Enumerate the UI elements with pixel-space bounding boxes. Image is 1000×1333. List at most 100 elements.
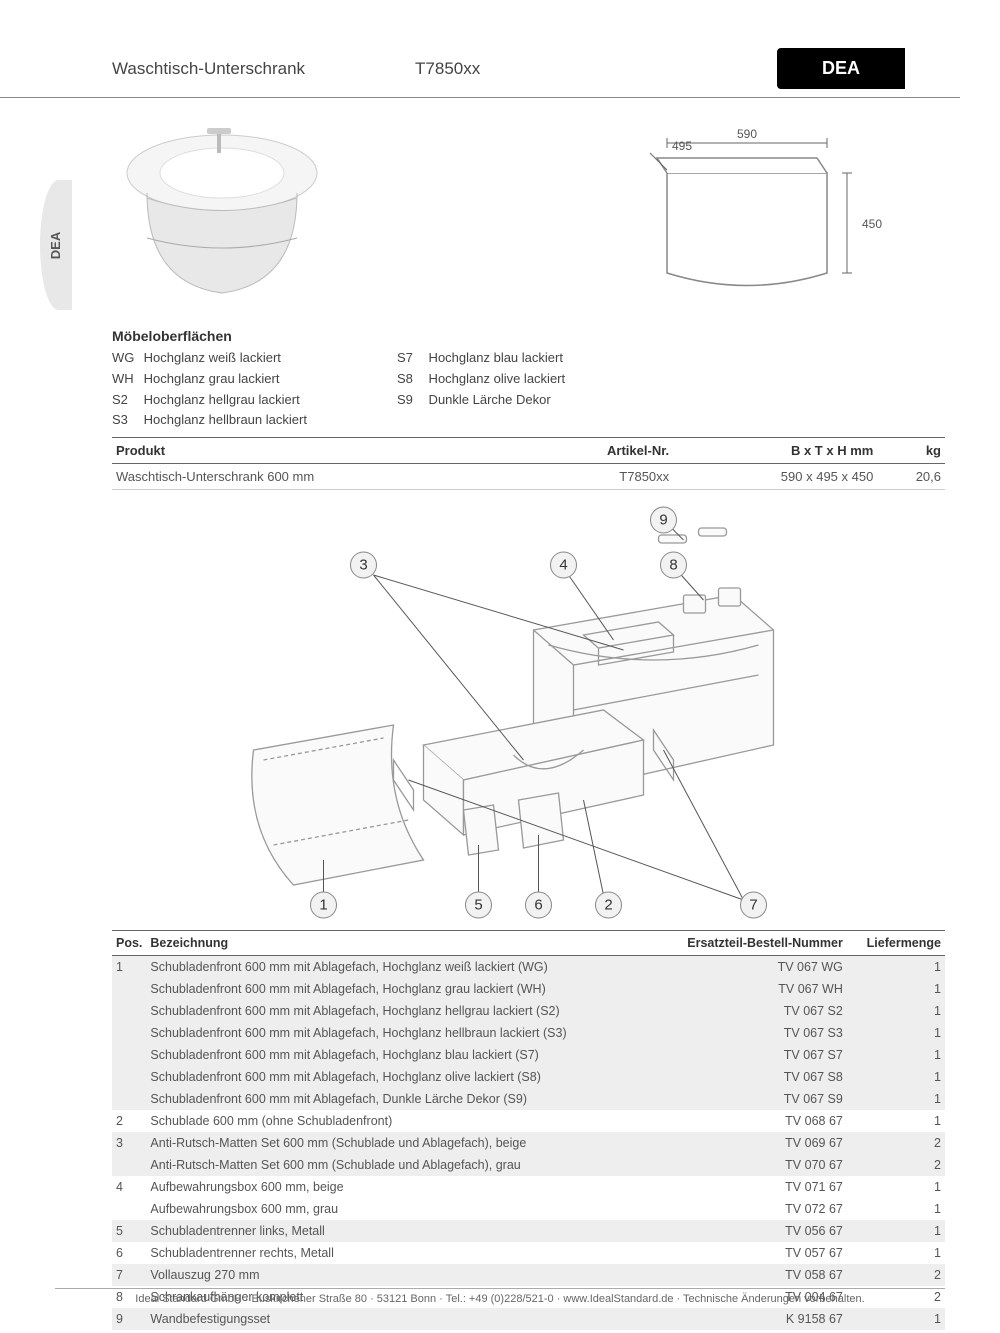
cell-nr: TV 056 67 <box>652 1220 847 1242</box>
cell-pos: 6 <box>112 1242 146 1264</box>
cell-pos <box>112 1022 146 1044</box>
cell-bez: Anti-Rutsch-Matten Set 600 mm (Schublade… <box>146 1154 652 1176</box>
cell-dims: 590 x 495 x 450 <box>673 464 877 490</box>
cell-nr: TV 070 67 <box>652 1154 847 1176</box>
col-bez: Bezeichnung <box>146 931 652 956</box>
table-row: 6Schubladentrenner rechts, MetallTV 057 … <box>112 1242 945 1264</box>
parts-table: Pos. Bezeichnung Ersatzteil-Bestell-Numm… <box>0 930 1000 1330</box>
dim-depth: 495 <box>672 139 692 153</box>
table-row: Schubladenfront 600 mm mit Ablagefach, H… <box>112 978 945 1000</box>
table-row: Schubladenfront 600 mm mit Ablagefach, H… <box>112 1066 945 1088</box>
cell-pos: 4 <box>112 1176 146 1198</box>
table-row: 9WandbefestigungssetK 9158 671 <box>112 1308 945 1330</box>
page-title: Waschtisch-Unterschrank <box>112 59 305 79</box>
cell-pos <box>112 1044 146 1066</box>
table-row: Schubladenfront 600 mm mit Ablagefach, H… <box>112 1000 945 1022</box>
col-pos: Pos. <box>112 931 146 956</box>
surface-item: S9 Dunkle Lärche Dekor <box>397 390 565 411</box>
cell-menge: 1 <box>847 1022 945 1044</box>
cell-menge: 1 <box>847 1220 945 1242</box>
model-number: T7850xx <box>415 59 480 79</box>
surfaces-section: Möbeloberflächen WG Hochglanz weiß lacki… <box>0 328 1000 431</box>
cell-bez: Schublade 600 mm (ohne Schubladenfront) <box>146 1110 652 1132</box>
table-row: 5Schubladentrenner links, MetallTV 056 6… <box>112 1220 945 1242</box>
cell-nr: TV 067 WG <box>652 956 847 979</box>
callout-4: 4 <box>559 557 567 574</box>
callout-7: 7 <box>749 897 757 914</box>
table-row: Aufbewahrungsbox 600 mm, grauTV 072 671 <box>112 1198 945 1220</box>
cell-nr: TV 058 67 <box>652 1264 847 1286</box>
cell-pos <box>112 1000 146 1022</box>
cell-pos: 9 <box>112 1308 146 1330</box>
cell-menge: 2 <box>847 1132 945 1154</box>
cell-nr: TV 068 67 <box>652 1110 847 1132</box>
dim-height: 450 <box>862 217 882 231</box>
cell-pos: 1 <box>112 956 146 979</box>
cell-menge: 1 <box>847 1242 945 1264</box>
cell-nr: TV 067 WH <box>652 978 847 1000</box>
col-menge: Liefermenge <box>847 931 945 956</box>
cell-pos <box>112 1066 146 1088</box>
table-row: 4Aufbewahrungsbox 600 mm, beigeTV 071 67… <box>112 1176 945 1198</box>
cell-nr: TV 067 S3 <box>652 1022 847 1044</box>
surface-item: WG Hochglanz weiß lackiert <box>112 348 307 369</box>
cell-menge: 2 <box>847 1264 945 1286</box>
page-header: Waschtisch-Unterschrank T7850xx DEA <box>0 0 960 98</box>
cell-bez: Vollauszug 270 mm <box>146 1264 652 1286</box>
surface-item: S2 Hochglanz hellgrau lackiert <box>112 390 307 411</box>
callout-8: 8 <box>669 557 677 574</box>
cell-menge: 2 <box>847 1154 945 1176</box>
side-tab: DEA <box>40 180 72 310</box>
dim-width: 590 <box>737 127 757 141</box>
cell-menge: 1 <box>847 1066 945 1088</box>
callout-2: 2 <box>604 897 612 914</box>
cell-bez: Schubladenfront 600 mm mit Ablagefach, H… <box>146 1000 652 1022</box>
side-tab-label: DEA <box>48 231 63 258</box>
table-row: 2Schublade 600 mm (ohne Schubladenfront)… <box>112 1110 945 1132</box>
callout-1: 1 <box>319 897 327 914</box>
cell-menge: 1 <box>847 1308 945 1330</box>
table-row: Anti-Rutsch-Matten Set 600 mm (Schublade… <box>112 1154 945 1176</box>
surfaces-heading: Möbeloberflächen <box>112 328 945 344</box>
top-images-row: 590 495 450 <box>0 98 1000 328</box>
cell-menge: 1 <box>847 1110 945 1132</box>
cell-nr: K 9158 67 <box>652 1308 847 1330</box>
cell-menge: 1 <box>847 1176 945 1198</box>
cell-nr: TV 067 S9 <box>652 1088 847 1110</box>
cell-menge: 1 <box>847 978 945 1000</box>
header-left: Waschtisch-Unterschrank T7850xx <box>112 59 480 79</box>
brand-badge: DEA <box>777 48 905 89</box>
cell-menge: 1 <box>847 1000 945 1022</box>
col-kg: kg <box>877 438 945 464</box>
cell-produkt: Waschtisch-Unterschrank 600 mm <box>112 464 531 490</box>
cell-pos: 3 <box>112 1132 146 1154</box>
cell-nr: TV 067 S7 <box>652 1044 847 1066</box>
cell-bez: Schubladenfront 600 mm mit Ablagefach, H… <box>146 978 652 1000</box>
cell-nr: TV 057 67 <box>652 1242 847 1264</box>
table-row: Schubladenfront 600 mm mit Ablagefach, H… <box>112 1044 945 1066</box>
col-dims: B x T x H mm <box>673 438 877 464</box>
cell-bez: Schubladenfront 600 mm mit Ablagefach, D… <box>146 1088 652 1110</box>
col-produkt: Produkt <box>112 438 531 464</box>
cell-pos: 7 <box>112 1264 146 1286</box>
table-row: 7Vollauszug 270 mmTV 058 672 <box>112 1264 945 1286</box>
cell-bez: Schubladenfront 600 mm mit Ablagefach, H… <box>146 1066 652 1088</box>
cell-bez: Schubladenfront 600 mm mit Ablagefach, H… <box>146 956 652 979</box>
cell-bez: Schubladenfront 600 mm mit Ablagefach, H… <box>146 1044 652 1066</box>
cell-bez: Schubladenfront 600 mm mit Ablagefach, H… <box>146 1022 652 1044</box>
cell-nr: TV 072 67 <box>652 1198 847 1220</box>
cell-menge: 1 <box>847 1044 945 1066</box>
surface-item: S3 Hochglanz hellbraun lackiert <box>112 410 307 431</box>
cell-pos <box>112 1198 146 1220</box>
cell-nr: TV 067 S8 <box>652 1066 847 1088</box>
cell-bez: Schubladentrenner rechts, Metall <box>146 1242 652 1264</box>
cell-bez: Aufbewahrungsbox 600 mm, beige <box>146 1176 652 1198</box>
exploded-diagram: 9 8 4 3 1 5 6 2 7 <box>112 500 945 920</box>
cell-menge: 1 <box>847 1088 945 1110</box>
table-row: 3Anti-Rutsch-Matten Set 600 mm (Schublad… <box>112 1132 945 1154</box>
cell-nr: TV 067 S2 <box>652 1000 847 1022</box>
cell-kg: 20,6 <box>877 464 945 490</box>
cell-menge: 1 <box>847 956 945 979</box>
cell-artikel: T7850xx <box>531 464 673 490</box>
cell-nr: TV 069 67 <box>652 1132 847 1154</box>
